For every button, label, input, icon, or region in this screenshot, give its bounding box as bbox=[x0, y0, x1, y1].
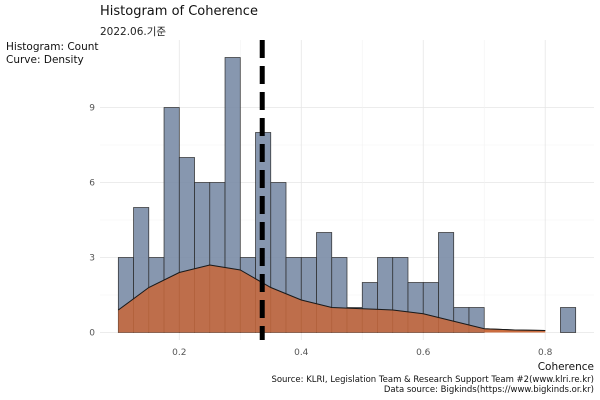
x-tick-label: 0.6 bbox=[416, 348, 431, 358]
x-tick-label: 0.4 bbox=[294, 348, 309, 358]
y-tick-labels: 0 3 6 9 bbox=[89, 104, 95, 339]
caption-line-data-source: Data source: Bigkinds(https://www.bigkin… bbox=[383, 385, 594, 395]
density-area-overlay bbox=[118, 265, 546, 333]
caption: Source: KLRI, Legislation Team & Researc… bbox=[271, 375, 594, 395]
x-axis-title: Coherence bbox=[538, 361, 594, 373]
y-tick-label: 6 bbox=[89, 179, 95, 189]
y-tick-label: 3 bbox=[89, 254, 95, 264]
y-tick-label: 9 bbox=[89, 104, 95, 114]
caption-line-source: Source: KLRI, Legislation Team & Researc… bbox=[271, 375, 594, 385]
chart-subtitle: 2022.06.기준 bbox=[100, 26, 167, 38]
x-tick-label: 0.8 bbox=[538, 348, 553, 358]
y-axis-label-line-2: Curve: Density bbox=[6, 54, 84, 66]
y-axis-label: Histogram: Count Curve: Density bbox=[6, 41, 99, 67]
x-tick-label: 0.2 bbox=[172, 348, 186, 358]
histogram-bar bbox=[560, 307, 577, 333]
y-tick-label: 0 bbox=[89, 329, 95, 339]
histogram-bar bbox=[438, 232, 455, 333]
x-tick-labels: 0.2 0.4 0.6 0.8 bbox=[172, 348, 553, 358]
y-axis-label-line-1: Histogram: Count bbox=[6, 41, 99, 53]
density-line-overlay bbox=[117, 264, 546, 331]
chart-title: Histogram of Coherence bbox=[100, 4, 258, 19]
histogram-bars bbox=[117, 57, 577, 333]
